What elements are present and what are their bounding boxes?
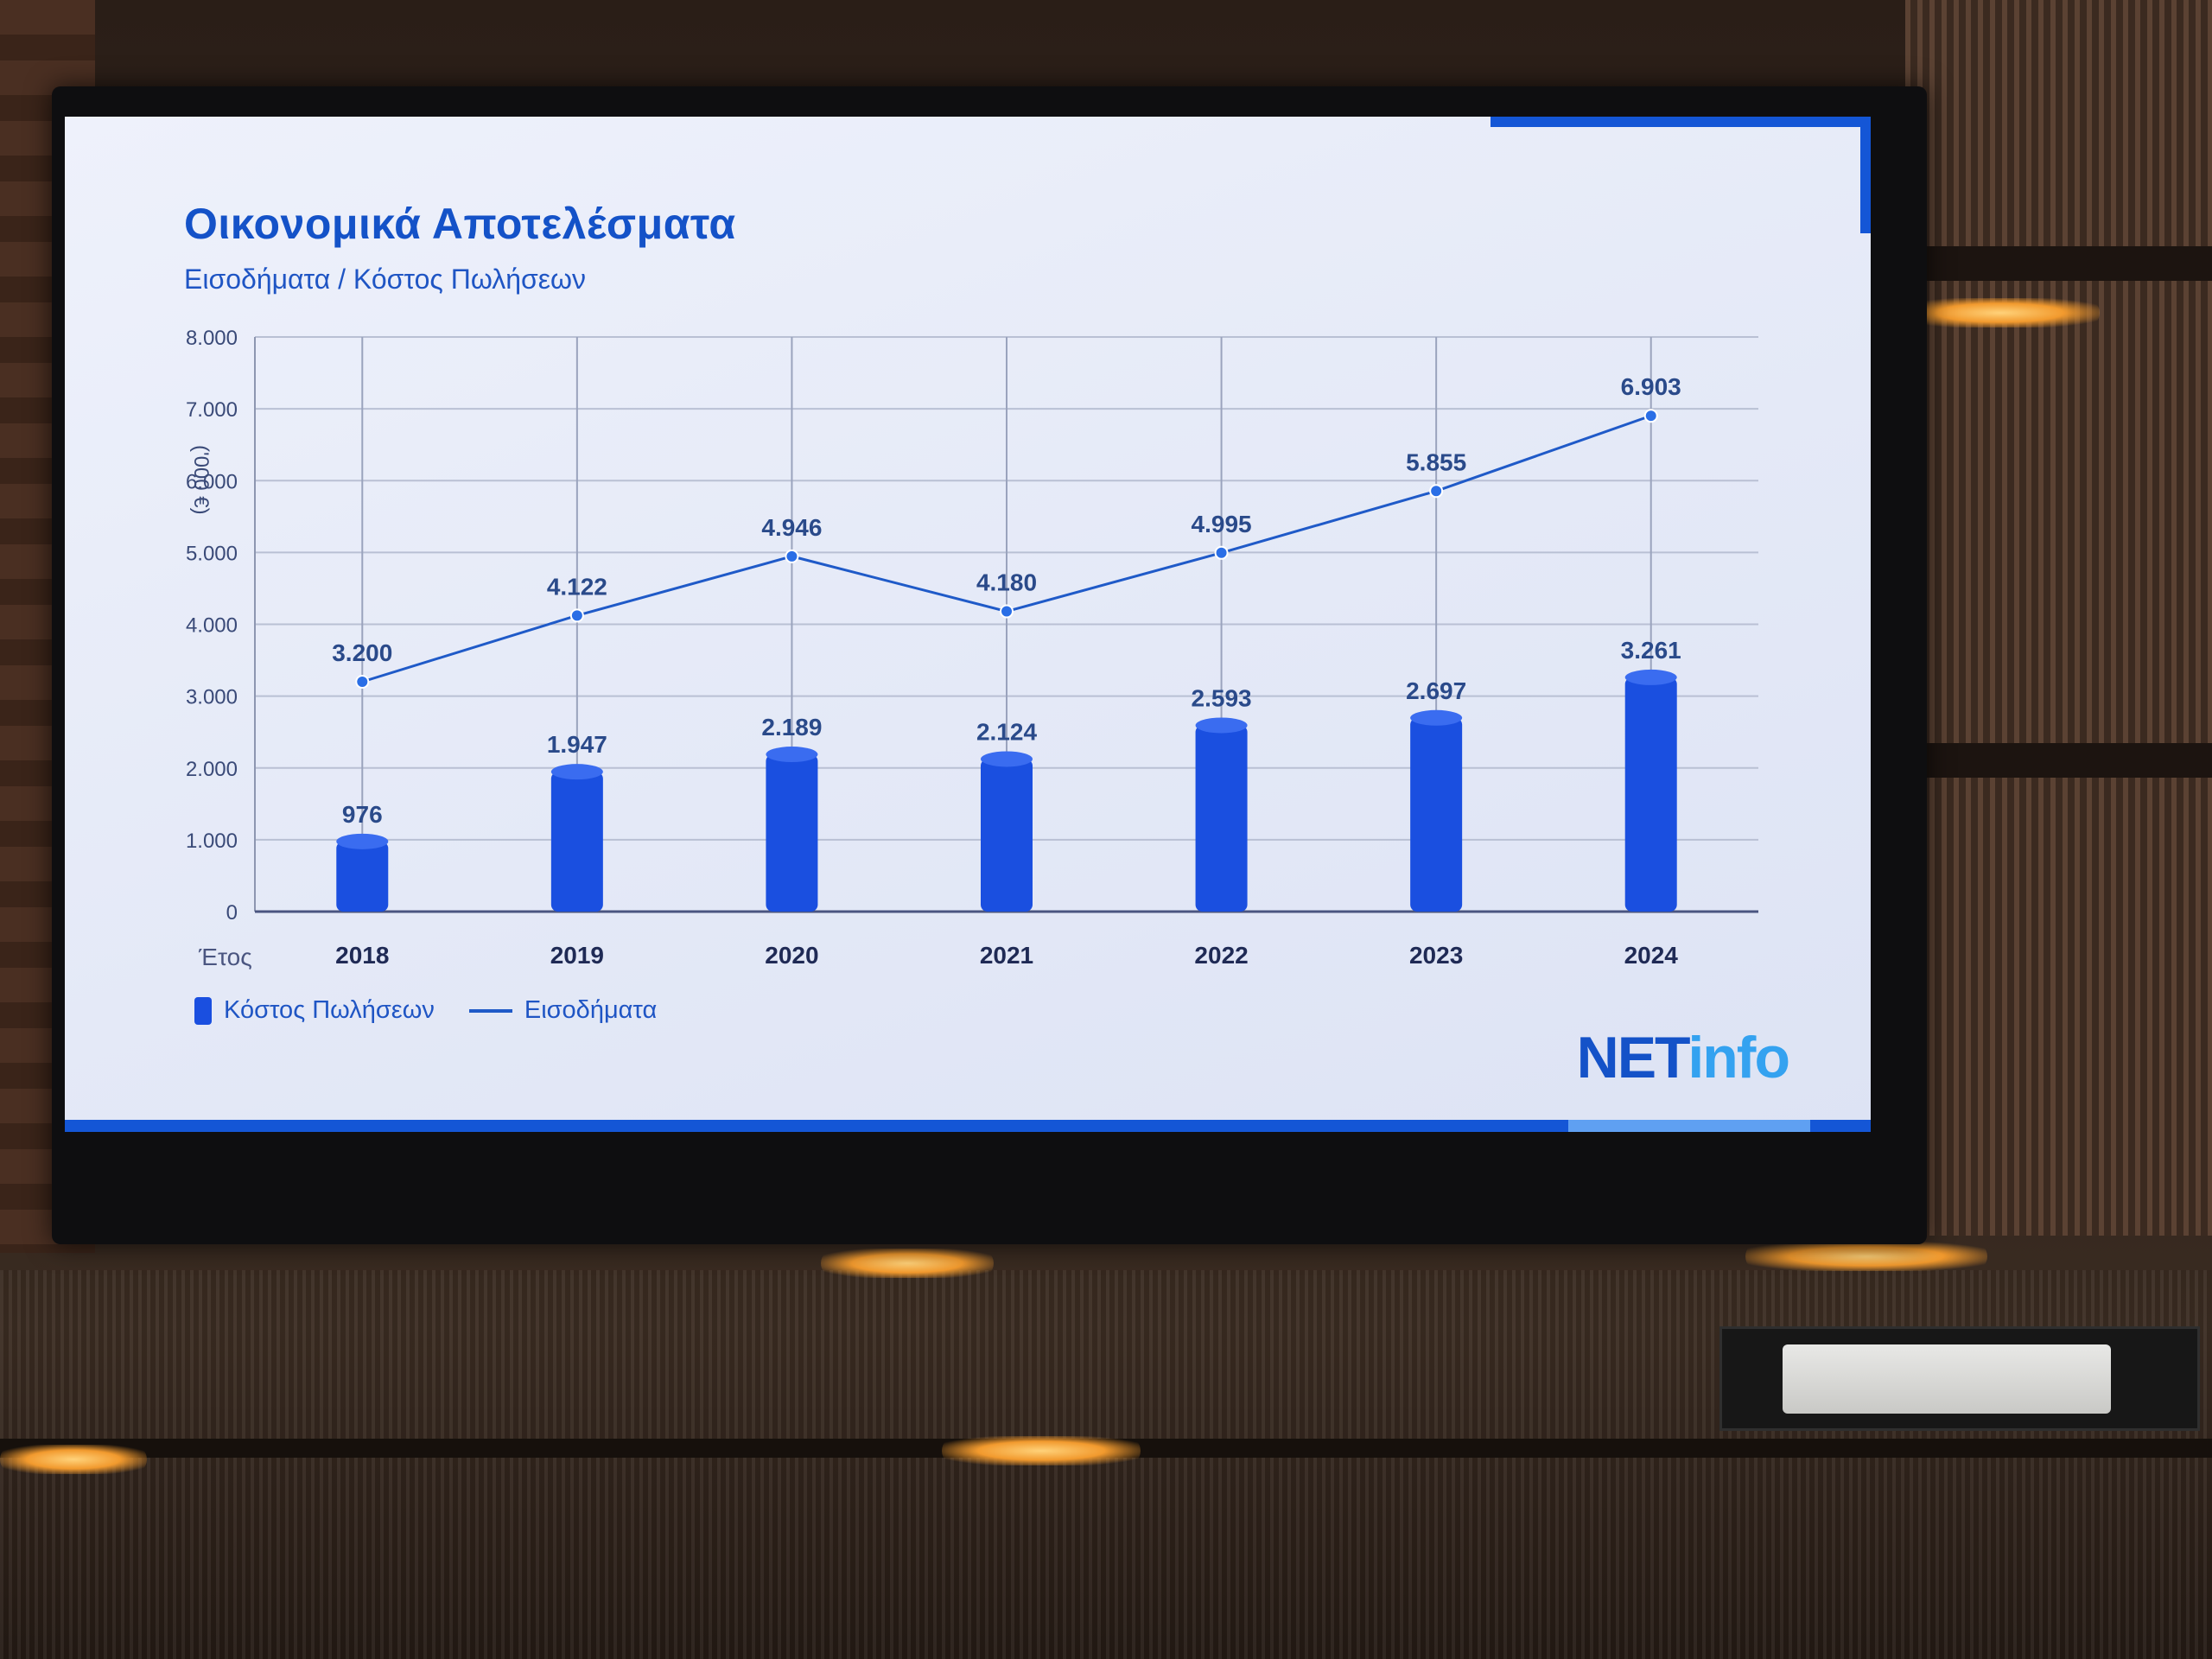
ceiling-light: [942, 1436, 1141, 1465]
line-revenue-point: [785, 549, 799, 563]
slide-bottom-bar: [65, 1120, 1871, 1132]
y-tick-label: 8.000: [186, 327, 238, 350]
slide-top-accent: [1491, 117, 1871, 127]
x-tick-label: 2019: [550, 942, 604, 969]
line-value-label: 4.946: [761, 514, 822, 541]
line-revenue-point: [355, 675, 370, 689]
line-revenue-point: [1214, 545, 1229, 560]
bar-cost: [1624, 677, 1677, 912]
ceiling-light: [1745, 1242, 1987, 1271]
bar-cost-top: [550, 764, 603, 780]
bar-cost: [550, 772, 603, 912]
y-tick-label: 0: [226, 901, 238, 925]
ceiling-light: [821, 1249, 994, 1278]
bar-cost-top: [981, 751, 1033, 767]
bar-value-label: 2.189: [761, 714, 822, 741]
y-tick-label: 2.000: [186, 758, 238, 781]
line-revenue-point: [569, 608, 584, 623]
bar-cost-top: [336, 833, 389, 849]
x-tick-label: 2020: [765, 942, 818, 969]
bar-value-label: 976: [342, 801, 383, 828]
x-tick-label: 2023: [1409, 942, 1463, 969]
line-value-label: 5.855: [1406, 448, 1466, 475]
bar-cost-top: [766, 747, 818, 763]
line-revenue-point: [1429, 484, 1444, 499]
x-tick-label: 2018: [335, 942, 389, 969]
legend-item-revenue: Εισοδήματα: [468, 996, 658, 1025]
chart-legend: Κόστος Πωλήσεων Εισοδήματα: [194, 996, 657, 1025]
line-value-label: 4.122: [547, 573, 607, 600]
legend-bar-swatch: [194, 996, 212, 1025]
netinfo-logo: NETinfo: [1576, 1024, 1790, 1091]
y-axis-label: ('000 €): [189, 445, 213, 515]
bar-value-label: 1.947: [547, 731, 607, 758]
bar-cost: [766, 754, 818, 912]
line-revenue-point: [1643, 409, 1658, 423]
y-tick-label: 5.000: [186, 542, 238, 565]
legend-item-cost: Κόστος Πωλήσεων: [194, 996, 435, 1025]
bar-value-label: 2.697: [1406, 677, 1466, 704]
projector: [1719, 1326, 2200, 1431]
revenue-cost-chart: 0 1.000 2.000 3.000 4.000 5.000 6.000 7.000 8.00…: [186, 327, 1758, 970]
bar-value-label: 3.261: [1621, 637, 1681, 664]
bar-cost: [1195, 725, 1248, 912]
right-wall-panel: [1905, 0, 2212, 1236]
slide-right-accent: [1860, 117, 1871, 233]
line-value-label: 6.903: [1621, 373, 1681, 400]
right-panel-gap: [1905, 743, 2212, 778]
line-value-label: 4.995: [1192, 511, 1252, 537]
bar-cost: [1410, 717, 1463, 912]
y-tick-label: 1.000: [186, 830, 238, 853]
bar-cost: [336, 841, 389, 912]
legend-line-swatch: [468, 1008, 512, 1013]
y-tick-label: 7.000: [186, 398, 238, 422]
legend-revenue-label: Εισοδήματα: [524, 996, 658, 1024]
y-tick-label: 4.000: [186, 614, 238, 638]
bar-cost-top: [1624, 669, 1677, 685]
bar-value-label: 2.124: [976, 718, 1037, 745]
presentation-slide: Οικονομικά Αποτελέσματα Εισοδήματα / Κόσ…: [65, 117, 1871, 1132]
right-panel-gap: [1905, 246, 2212, 281]
slide-bottom-accent: [1568, 1120, 1810, 1132]
slide-subtitle: Εισοδήματα / Κόστος Πωλήσεων: [184, 264, 586, 295]
bar-cost-top: [1195, 717, 1248, 734]
bar-cost-top: [1410, 709, 1463, 726]
projector-body: [1783, 1344, 2111, 1414]
ceiling-light: [1901, 298, 2100, 327]
slide-title: Οικονομικά Αποτελέσματα: [184, 200, 736, 248]
logo-net: NET: [1576, 1025, 1690, 1090]
legend-cost-label: Κόστος Πωλήσεων: [224, 996, 435, 1024]
x-axis-label: Έτος: [198, 944, 252, 970]
logo-info: info: [1688, 1025, 1790, 1090]
line-revenue-point: [1000, 604, 1014, 619]
bar-value-label: 2.593: [1192, 684, 1252, 711]
ceiling-light: [0, 1445, 147, 1474]
x-tick-label: 2022: [1194, 942, 1248, 969]
x-tick-label: 2024: [1624, 942, 1679, 969]
x-tick-label: 2021: [980, 942, 1033, 969]
line-value-label: 4.180: [976, 569, 1037, 596]
line-value-label: 3.200: [332, 639, 392, 666]
y-tick-label: 3.000: [186, 686, 238, 709]
bar-cost: [981, 759, 1033, 912]
y-tick-label: 6.000: [186, 470, 238, 493]
